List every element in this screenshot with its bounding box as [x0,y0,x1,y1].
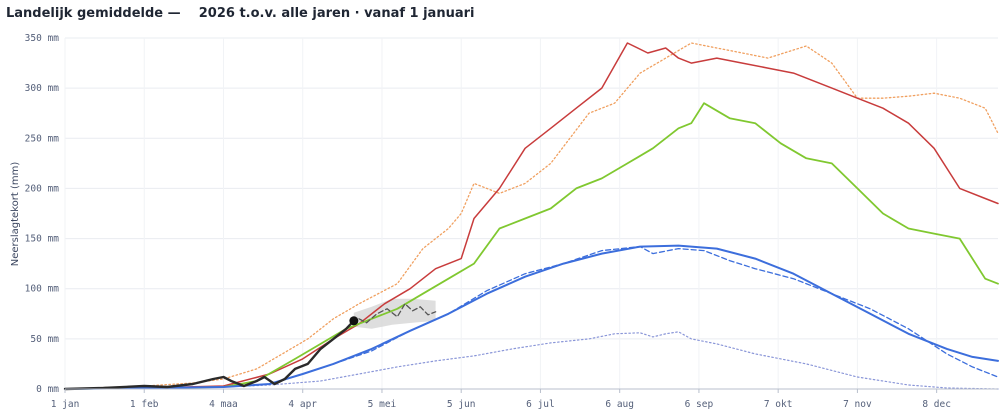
grid [64,37,998,390]
x-tick-label: 5 mei [368,399,397,410]
series-line-4 [64,244,999,390]
series-line-3 [64,102,999,390]
x-tick-label: 6 aug [605,399,634,410]
y-tick-label: 350 mm [25,33,60,44]
y-tick-label: 50 mm [30,334,59,345]
series-line-7 [63,319,355,391]
y-tick-label: 0 mm [36,384,59,395]
x-tick-label: 6 sep [685,399,714,410]
y-tick-label: 150 mm [25,234,60,245]
marker-layer [349,316,359,326]
x-tick-label: 4 apr [288,399,317,410]
y-tick-label: 100 mm [25,284,60,295]
series-line-5 [64,245,999,390]
axis-layer: 0 mm 50 mm 100 mm 150 mm 200 mm 250 mm 300 mm 3… [25,33,998,410]
x-tick-label: 8 dec [922,399,951,410]
y-axis-label: Neerslagtekort (mm) [10,162,21,267]
x-tick-label: 1 feb [130,399,159,410]
y-tick-label: 300 mm [25,83,60,94]
y-tick-label: 250 mm [25,133,60,144]
x-tick-label: 7 okt [764,399,793,410]
band-layer [353,298,436,329]
series-layer [63,42,999,391]
series-line-0 [64,331,999,390]
forecast-band [353,298,436,329]
chart-title: Landelijk gemiddelde — 2026 t.o.v. alle … [6,6,475,21]
series-line-2 [64,42,999,390]
x-tick-label: 4 maa [209,399,238,410]
x-tick-label: 5 jun [447,399,476,410]
series-line-1 [64,42,999,390]
x-tick-label: 1 jan [51,399,80,410]
series-line-6 [358,303,437,324]
y-tick-label: 200 mm [25,183,60,194]
current-value-marker [349,316,359,326]
x-tick-label: 6 jul [526,399,555,410]
x-tick-label: 7 nov [843,399,872,410]
